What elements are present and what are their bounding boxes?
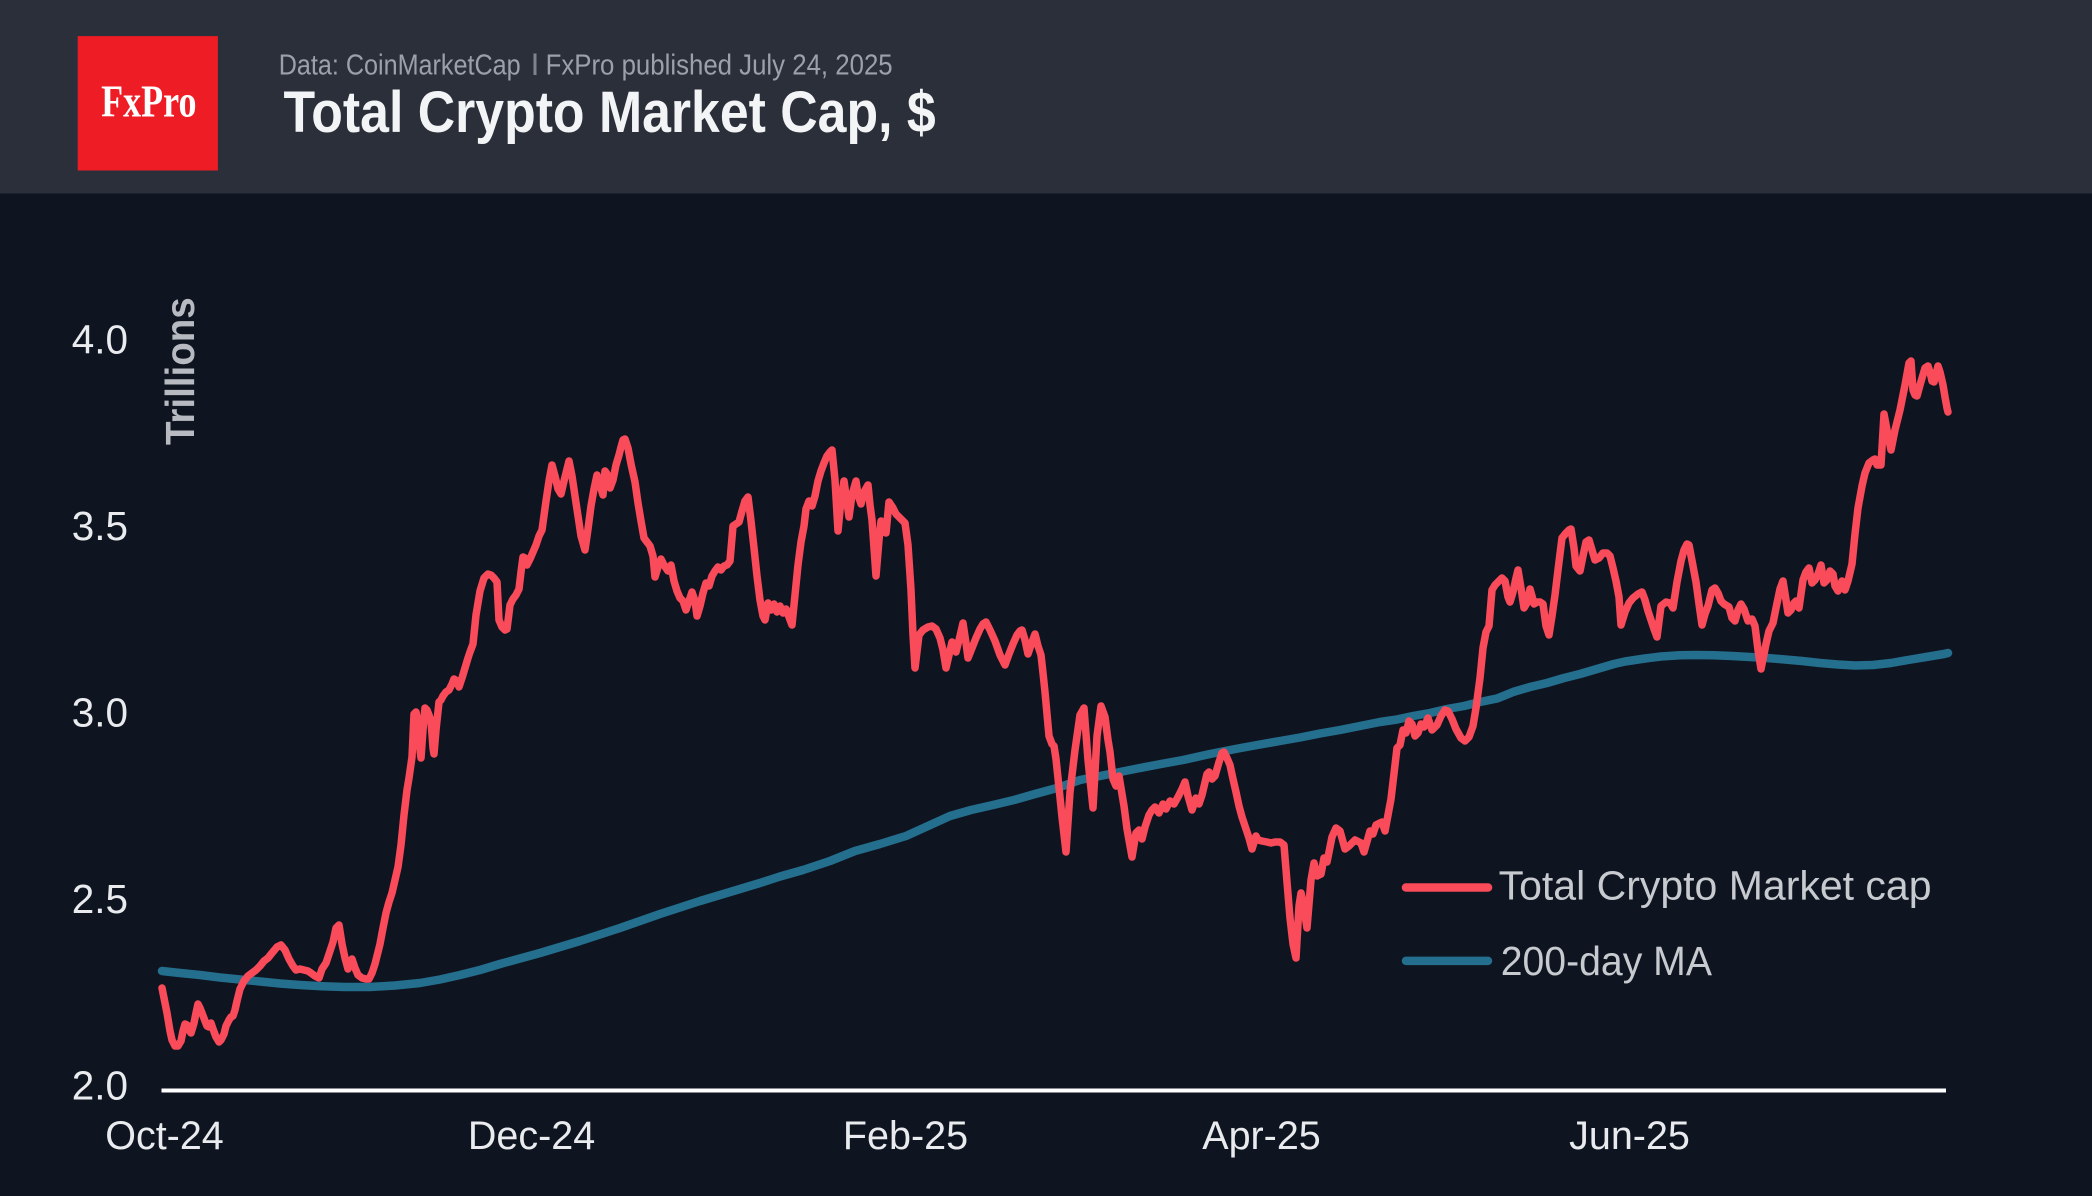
svg-text:FxPro published July 24, 2025: FxPro published July 24, 2025	[546, 48, 893, 81]
svg-text:Feb-25: Feb-25	[843, 1114, 968, 1158]
svg-text:Jun-25: Jun-25	[1569, 1114, 1690, 1158]
svg-text:2.0: 2.0	[72, 1063, 128, 1109]
svg-text:Trillions: Trillions	[158, 297, 203, 445]
svg-text:2.5: 2.5	[72, 876, 128, 922]
svg-text:200-day MA: 200-day MA	[1501, 939, 1713, 984]
svg-text:Apr-25: Apr-25	[1202, 1114, 1321, 1158]
svg-text:4.0: 4.0	[72, 317, 128, 363]
svg-text:3.5: 3.5	[72, 503, 128, 549]
svg-text:Data: CoinMarketCap: Data: CoinMarketCap	[279, 48, 521, 81]
svg-text:FxPro: FxPro	[101, 75, 196, 126]
svg-text:Oct-24: Oct-24	[105, 1114, 224, 1158]
svg-text:Total Crypto Market cap: Total Crypto Market cap	[1499, 863, 1932, 909]
svg-text:3.0: 3.0	[72, 690, 128, 736]
svg-text:Total Crypto Market Cap, $: Total Crypto Market Cap, $	[284, 79, 936, 144]
svg-text:Dec-24: Dec-24	[468, 1114, 595, 1158]
